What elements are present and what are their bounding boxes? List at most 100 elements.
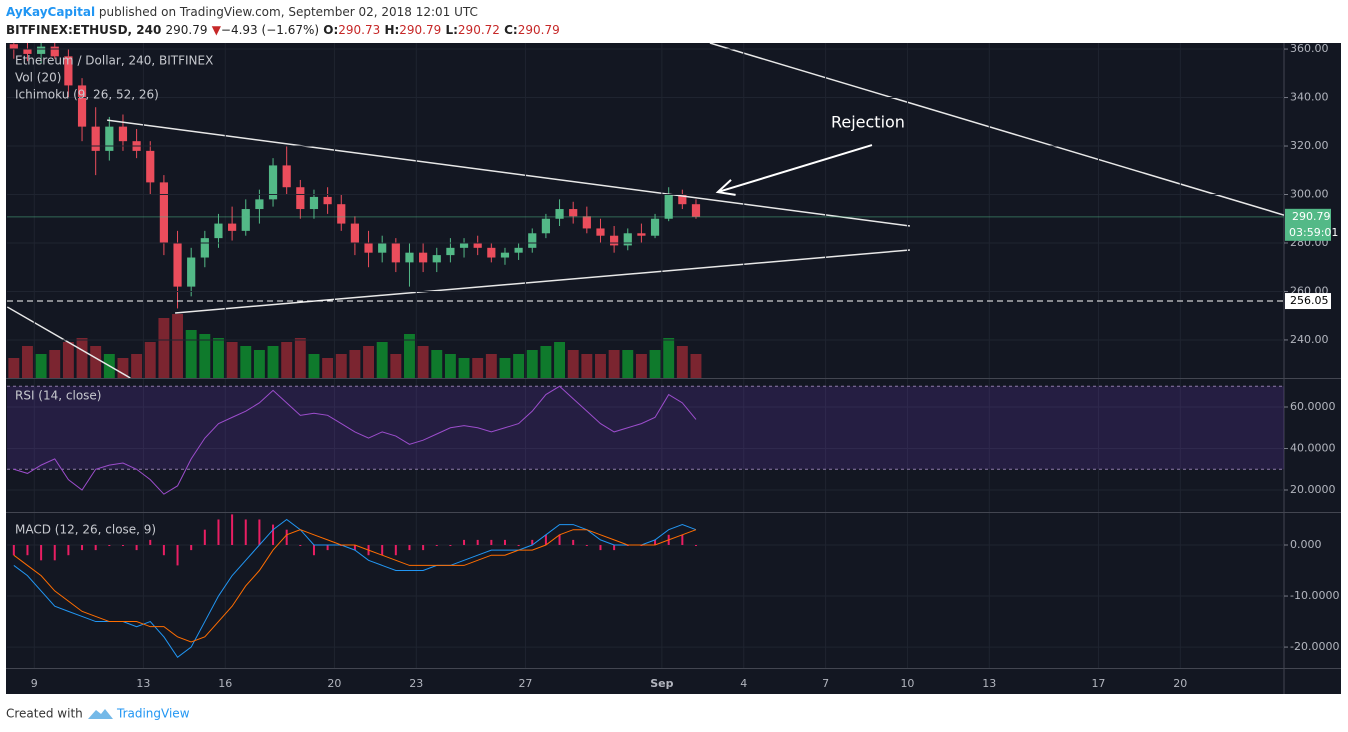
published: published on TradingView.com, September …	[99, 5, 478, 19]
logo	[88, 709, 113, 719]
last: 290.79	[166, 23, 208, 37]
candle-body	[77, 85, 87, 127]
candle-body	[487, 247, 496, 258]
volume-bar	[431, 350, 443, 378]
y-tick-label: -10.0000	[1290, 589, 1339, 602]
macd-histogram	[503, 539, 506, 546]
volume-bar	[363, 346, 375, 378]
y-tick-label: 40.0000	[1290, 442, 1336, 455]
macd-histogram	[381, 545, 384, 556]
macd-histogram	[299, 545, 302, 547]
svg-text:AyKayCapital published on Trad: AyKayCapital published on TradingView.co…	[6, 5, 478, 19]
volume-bar	[581, 354, 593, 378]
macd-histogram	[353, 545, 356, 551]
macd-histogram	[149, 539, 152, 546]
macd-histogram	[394, 545, 397, 556]
volume-bar	[49, 350, 61, 378]
last-price-box	[1285, 208, 1331, 241]
x-tick-label: 13	[982, 677, 996, 690]
volume-bar	[690, 354, 702, 378]
volume-bar	[663, 338, 675, 378]
price-label: 256.05	[1290, 294, 1329, 307]
macd-histogram	[312, 545, 315, 556]
candle-body	[378, 242, 387, 253]
macd-line	[13, 529, 697, 643]
macd-histogram	[121, 545, 124, 547]
price-pane	[7, 43, 1284, 378]
candle-body	[255, 199, 264, 210]
volume-bar	[635, 354, 647, 378]
candle-body	[282, 165, 291, 188]
candle-body	[187, 257, 196, 287]
candle-body	[664, 194, 673, 219]
macd-histogram	[135, 545, 138, 551]
macd-histogram	[613, 545, 616, 551]
y-tick-label: 340.00	[1290, 91, 1329, 104]
l: 290.72	[458, 23, 500, 37]
trend-line	[107, 119, 911, 227]
volume-bar	[158, 318, 170, 378]
macd-histogram	[26, 545, 29, 556]
y-tick-label: -20.0000	[1290, 640, 1339, 653]
macd-histogram	[558, 534, 561, 546]
x-tick-label: 23	[409, 677, 423, 690]
y-tick-label: 60.0000	[1290, 400, 1336, 413]
volume-bar	[22, 346, 33, 378]
macd-histogram	[190, 545, 193, 551]
volume-bar	[526, 350, 538, 378]
macd-histogram	[231, 514, 234, 546]
macd-histogram	[408, 545, 411, 551]
volume-bar	[390, 354, 402, 378]
candle-body	[364, 242, 373, 253]
candle-body	[541, 218, 550, 234]
volume-bar	[404, 334, 415, 378]
volume-bar	[567, 350, 579, 378]
o: 290.73	[338, 23, 380, 37]
candle-body	[432, 255, 441, 263]
macd-histogram	[544, 534, 547, 546]
volume-bar	[294, 338, 306, 378]
x-tick-label: 7	[822, 677, 829, 690]
volume-bar	[622, 350, 634, 378]
y-tick-label: 300.00	[1290, 188, 1329, 201]
brand[interactable]: TradingView	[116, 707, 190, 721]
o-label: O:	[323, 23, 338, 37]
candle-body	[9, 44, 18, 50]
indicator-label: Ichimoku (9, 26, 52, 26)	[15, 88, 159, 102]
candle-body	[473, 242, 482, 248]
volume-bar	[554, 342, 566, 378]
author[interactable]: AyKayCapital	[6, 5, 95, 19]
macd-histogram	[81, 545, 84, 551]
x-tick-label: 20	[1173, 677, 1187, 690]
volume-bar	[322, 358, 334, 378]
macd-histogram	[531, 539, 534, 546]
candle-body	[159, 182, 168, 243]
macd-histogram	[272, 524, 275, 546]
volume-bar	[240, 346, 252, 378]
macd-histogram	[108, 545, 111, 547]
trend-line	[709, 43, 1284, 216]
candle-body	[323, 196, 332, 205]
y-tick-label: 360.00	[1290, 42, 1329, 55]
rsi-title: RSI (14, close)	[15, 389, 101, 403]
x-tick-label: 20	[327, 677, 341, 690]
macd-histogram	[476, 539, 479, 546]
x-tick-label: 9	[31, 677, 38, 690]
volume-bar	[35, 354, 47, 378]
volume-bar	[608, 350, 620, 378]
y-tick-label: 0.000	[1290, 538, 1322, 551]
volume-bar	[144, 342, 156, 378]
volume-bar	[199, 334, 211, 378]
change: −4.93 (−1.67%)	[221, 23, 319, 37]
volume-bar	[76, 338, 88, 378]
macd-histogram	[435, 545, 438, 547]
macd-histogram	[572, 539, 575, 546]
macd-histogram	[53, 545, 56, 561]
macd-histogram	[40, 545, 43, 561]
volume-bar	[131, 354, 143, 378]
h-label: H:	[384, 23, 399, 37]
candle-body	[582, 216, 591, 229]
candle-body	[241, 209, 250, 231]
